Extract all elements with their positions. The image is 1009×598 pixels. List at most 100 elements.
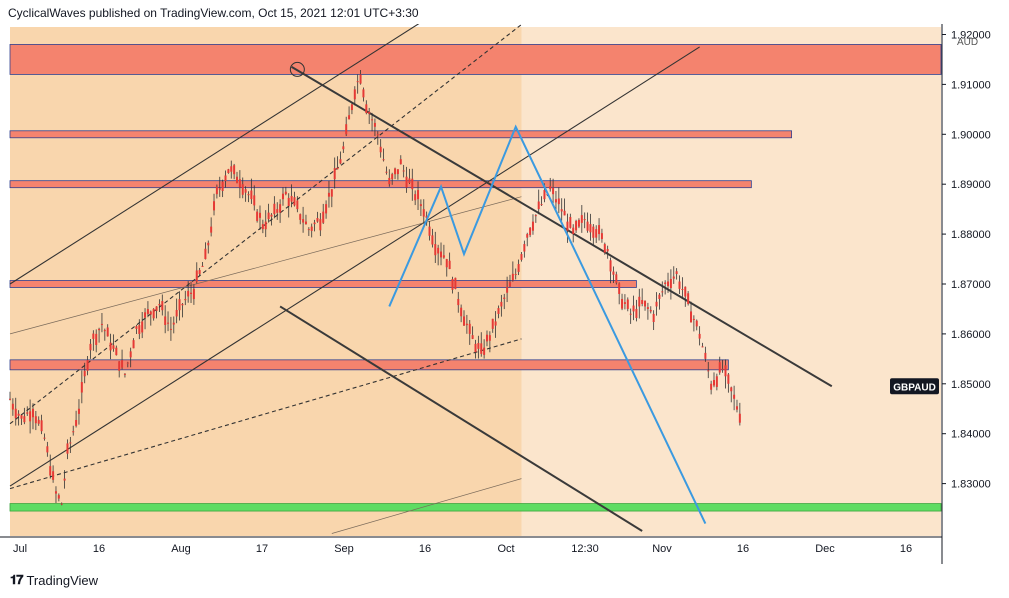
candle-body xyxy=(646,307,649,309)
candle-body xyxy=(649,309,652,312)
candle-body xyxy=(241,184,244,195)
candle-body xyxy=(250,190,253,200)
candle-body xyxy=(508,282,511,287)
candle-body xyxy=(399,159,402,165)
candle-body xyxy=(411,178,414,190)
candle-body xyxy=(520,254,523,260)
y-tick-label: 1.86000 xyxy=(951,329,991,341)
candle-body xyxy=(31,408,34,418)
candle-body xyxy=(80,382,83,393)
candle-body xyxy=(258,212,261,218)
candle-body xyxy=(302,219,305,223)
candle-body xyxy=(304,221,307,225)
candle-body xyxy=(155,306,158,311)
candle-body xyxy=(440,251,443,258)
trend-line-7 xyxy=(291,66,833,388)
candle-body xyxy=(615,274,618,283)
candle-body xyxy=(362,89,365,98)
candle-body xyxy=(103,330,106,332)
x-tick-label: Nov xyxy=(652,543,672,555)
candle-body xyxy=(345,124,348,135)
candle-body xyxy=(431,235,434,245)
zone-support-5 xyxy=(9,503,942,512)
candle-body xyxy=(621,298,624,309)
candle-body xyxy=(17,413,20,416)
candle-body xyxy=(121,360,124,368)
trend-line-0 xyxy=(9,0,458,285)
candle-body xyxy=(86,360,89,371)
candle-body xyxy=(149,311,152,315)
candle-body xyxy=(34,416,37,424)
candle-body xyxy=(371,119,374,121)
candle-body xyxy=(552,187,555,195)
candle-body xyxy=(192,288,195,300)
candle-body xyxy=(626,299,629,309)
x-tick-label: 17 xyxy=(256,543,268,555)
candle-body xyxy=(698,333,701,339)
candle-body xyxy=(394,168,397,175)
candle-body xyxy=(695,320,698,327)
candle-body xyxy=(379,146,382,153)
candle-body xyxy=(474,343,477,353)
candle-body xyxy=(609,260,612,272)
price-chart[interactable]: 1.92000 1.91000 1.90000 1.89000 1.88000 1.870… xyxy=(0,0,1009,564)
candle-body xyxy=(158,303,161,306)
candle-body xyxy=(707,370,710,372)
candle-body xyxy=(408,178,411,183)
candle-body xyxy=(164,316,167,325)
candle-body xyxy=(638,296,641,307)
candle-body xyxy=(506,287,509,293)
candle-body xyxy=(629,313,632,315)
y-tick-label: 1.84000 xyxy=(951,429,991,441)
footer-brand: TradingView xyxy=(26,572,99,588)
candle-body xyxy=(632,305,635,312)
candle-body xyxy=(77,408,80,414)
candle-body xyxy=(391,174,394,180)
candle-body xyxy=(531,221,534,231)
candle-body xyxy=(307,229,310,231)
y-tick-label: 1.85000 xyxy=(951,379,991,391)
candle-body xyxy=(641,299,644,304)
candle-body xyxy=(483,347,486,355)
y-tick-label: 1.87000 xyxy=(951,279,991,291)
candle-body xyxy=(9,398,11,400)
candle-body xyxy=(49,466,52,476)
candle-body xyxy=(230,166,233,172)
candle-body xyxy=(618,283,621,294)
candle-body xyxy=(468,323,471,334)
candle-body xyxy=(382,159,385,161)
candle-body xyxy=(491,318,494,329)
candle-body xyxy=(402,170,405,172)
chart-svg[interactable]: 1.92000 1.91000 1.90000 1.89000 1.88000 1.870… xyxy=(0,0,1009,564)
candle-body xyxy=(586,221,589,231)
candle-body xyxy=(635,308,638,318)
candle-body xyxy=(724,365,727,377)
candle-body xyxy=(204,248,207,260)
candle-body xyxy=(589,224,592,233)
candle-body xyxy=(503,297,506,299)
candle-body xyxy=(299,214,302,220)
currency-label: AUD xyxy=(957,37,978,48)
candle-body xyxy=(644,300,647,307)
tradingview-logo-icon: 𝟏𝟕 xyxy=(10,572,24,587)
candle-body xyxy=(233,165,236,175)
candle-body xyxy=(353,89,356,100)
zone-resistance-2 xyxy=(9,180,752,189)
candle-body xyxy=(322,211,325,223)
candle-body xyxy=(213,201,216,211)
symbol-badge-label: GBPAUD xyxy=(893,382,936,393)
candle-body xyxy=(514,274,517,276)
candle-body xyxy=(69,442,72,444)
candle-body xyxy=(417,190,420,200)
candle-body xyxy=(488,335,491,341)
candle-body xyxy=(485,334,488,342)
candle-body xyxy=(264,221,267,230)
candle-body xyxy=(29,411,32,422)
zone-resistance-4 xyxy=(9,359,729,371)
candle-body xyxy=(342,146,345,150)
y-tick-label: 1.89000 xyxy=(951,179,991,191)
candle-body xyxy=(98,328,101,331)
candle-body xyxy=(135,326,138,329)
candle-body xyxy=(227,169,230,174)
candle-body xyxy=(563,210,566,216)
